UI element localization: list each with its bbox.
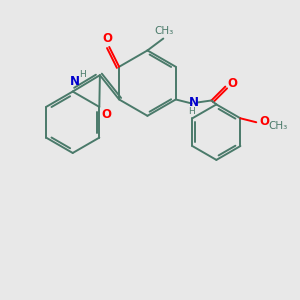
Text: N: N [70,75,80,88]
Text: CH₃: CH₃ [268,121,287,131]
Text: H: H [188,107,195,116]
Text: N: N [189,96,199,109]
Text: O: O [102,32,112,44]
Text: O: O [227,77,237,90]
Text: H: H [79,70,86,79]
Text: O: O [101,108,111,121]
Text: CH₃: CH₃ [155,26,174,36]
Text: O: O [259,115,269,128]
